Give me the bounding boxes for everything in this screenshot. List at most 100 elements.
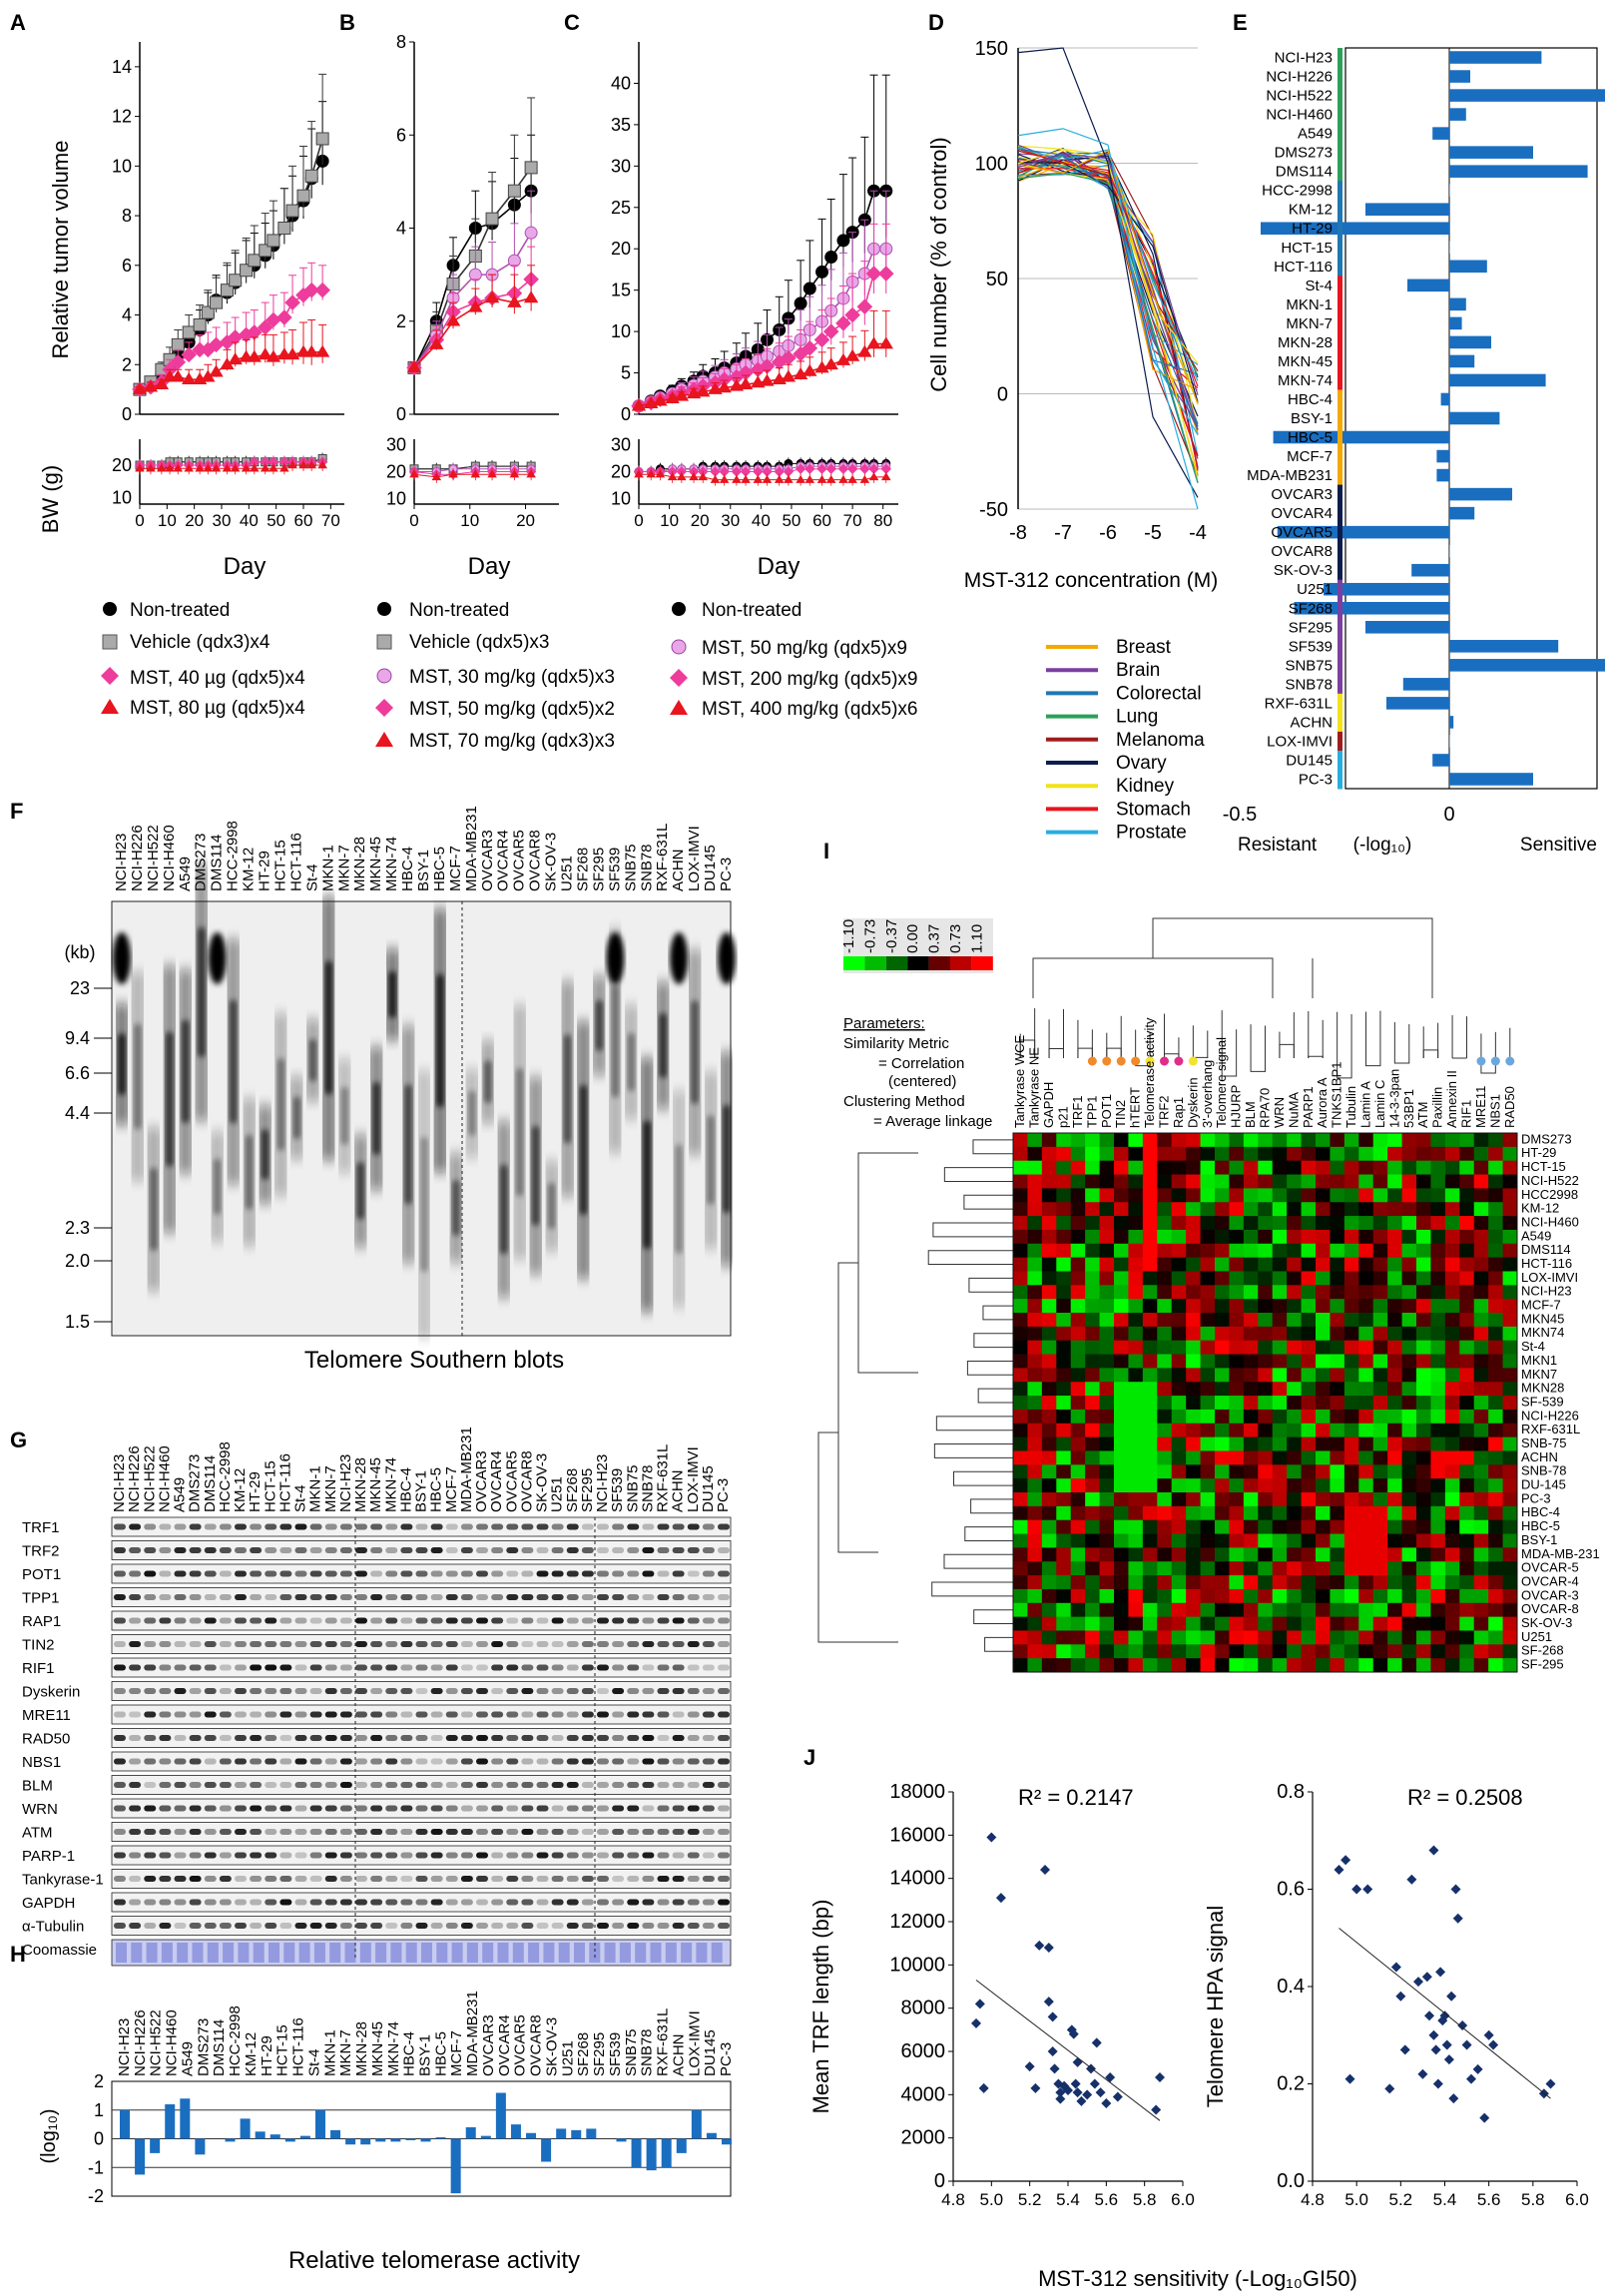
lane-label: HCC-2998 <box>225 821 242 891</box>
band <box>551 1547 564 1553</box>
plot-frame <box>1344 47 1598 790</box>
scatter-point <box>1457 2020 1468 2030</box>
band <box>174 1735 187 1741</box>
band <box>114 1805 126 1812</box>
heat-cell <box>1330 1243 1345 1259</box>
band <box>718 1570 730 1577</box>
marker-triangle <box>847 474 857 483</box>
heat-cell <box>1070 1450 1086 1465</box>
heat-cell <box>1287 1547 1302 1562</box>
category-label: NCI-H522 <box>1266 88 1333 105</box>
group-color-strip <box>1338 219 1342 239</box>
coomassie-lane <box>268 1943 279 1963</box>
heat-cell <box>1316 1216 1331 1231</box>
group-color-strip <box>1338 143 1342 163</box>
heat-cell <box>1215 1464 1230 1479</box>
marker-triangle <box>878 336 893 349</box>
lane-label: NCI-H23 <box>111 1454 128 1512</box>
heat-cell <box>1316 1368 1331 1383</box>
band <box>415 1594 428 1600</box>
panel-g-row-labels: TRF1TRF2POT1TPP1RAP1TIN2RIF1DyskerinMRE1… <box>22 1519 104 1959</box>
panel-d-ylabel: Cell number (% of control) <box>926 137 951 392</box>
heat-cell <box>1473 1492 1489 1507</box>
category-label: KM-12 <box>1289 202 1333 219</box>
telomerase-bar <box>240 2118 251 2139</box>
scatter-point <box>1443 2054 1454 2065</box>
heat-cell <box>1258 1202 1274 1217</box>
lane-label: SK-OV-3 <box>534 1453 551 1512</box>
y-tick-label: 35 <box>611 115 631 135</box>
heat-cell <box>1330 1340 1345 1355</box>
heat-cell <box>1056 1243 1072 1259</box>
x-tick-label: 5.2 <box>1389 2190 1413 2209</box>
lane-label: SNB78 <box>639 1464 656 1512</box>
heat-cell <box>1200 1382 1216 1397</box>
dose-response-line <box>1017 161 1199 391</box>
band <box>687 1617 700 1624</box>
heat-cell <box>1416 1602 1431 1618</box>
marker-circle <box>824 251 838 265</box>
band <box>235 1852 247 1859</box>
band <box>491 1782 504 1788</box>
heat-cell <box>1041 1616 1057 1631</box>
heat-cell <box>1416 1257 1431 1272</box>
column-label: GAPDH <box>1041 1082 1056 1128</box>
band <box>159 1829 172 1835</box>
heat-cell <box>1372 1602 1388 1618</box>
marker-diamond <box>738 364 754 381</box>
lane-label: OVCAR5 <box>503 1450 520 1512</box>
heat-cell <box>1142 1285 1158 1300</box>
group-color-strip <box>1338 389 1342 409</box>
heat-cell <box>1343 1658 1359 1673</box>
heat-cell <box>1041 1533 1057 1548</box>
marker-diamond <box>200 341 217 358</box>
heat-cell <box>1343 1409 1359 1425</box>
band <box>385 1829 398 1835</box>
y-tick-label: 50 <box>986 269 1008 290</box>
heat-cell <box>1301 1436 1317 1451</box>
band <box>204 1664 217 1671</box>
heat-cell <box>1056 1505 1072 1521</box>
lane-label: NCI-H23 <box>594 1454 611 1512</box>
band <box>657 1876 670 1882</box>
row-label: MKN1 <box>1521 1353 1557 1368</box>
heat-cell <box>1128 1533 1144 1548</box>
band <box>521 1688 534 1694</box>
column-label: Tankyrase WCE <box>1012 1034 1027 1128</box>
legend-label: Kidney <box>1116 776 1175 797</box>
band <box>612 1523 625 1530</box>
lane-label: OVCAR5 <box>512 2014 529 2076</box>
band <box>114 1617 126 1624</box>
band <box>159 1570 172 1577</box>
band <box>129 1594 142 1600</box>
band <box>491 1923 504 1929</box>
band <box>385 1617 398 1624</box>
lane-label: SNB75 <box>623 2028 640 2076</box>
heat-cell <box>1157 1216 1173 1231</box>
heat-cell <box>1171 1396 1187 1411</box>
heat-cell <box>1358 1340 1374 1355</box>
marker-square <box>485 212 499 226</box>
marker-triangle <box>304 344 319 357</box>
heat-cell <box>1416 1271 1431 1286</box>
heat-cell <box>1085 1229 1100 1245</box>
heat-cell <box>1041 1561 1057 1576</box>
band <box>294 1570 307 1577</box>
heat-cell <box>1186 1257 1201 1272</box>
heat-cell <box>1099 1368 1115 1383</box>
heat-cell <box>1229 1450 1245 1465</box>
band <box>129 1711 142 1718</box>
dendro-branch <box>1250 1058 1266 1072</box>
heat-cell <box>1387 1478 1402 1493</box>
band <box>385 1641 398 1647</box>
band <box>460 1805 473 1812</box>
heat-cell <box>1056 1423 1072 1438</box>
heat-cell <box>1502 1202 1518 1217</box>
heat-cell <box>1027 1505 1043 1521</box>
heat-cell <box>1157 1409 1173 1425</box>
scale-label: -0.37 <box>883 919 900 953</box>
y-tick-label: 18000 <box>889 1781 945 1803</box>
heat-cell <box>1085 1588 1100 1604</box>
band <box>627 1876 640 1882</box>
heat-cell <box>1473 1382 1489 1397</box>
